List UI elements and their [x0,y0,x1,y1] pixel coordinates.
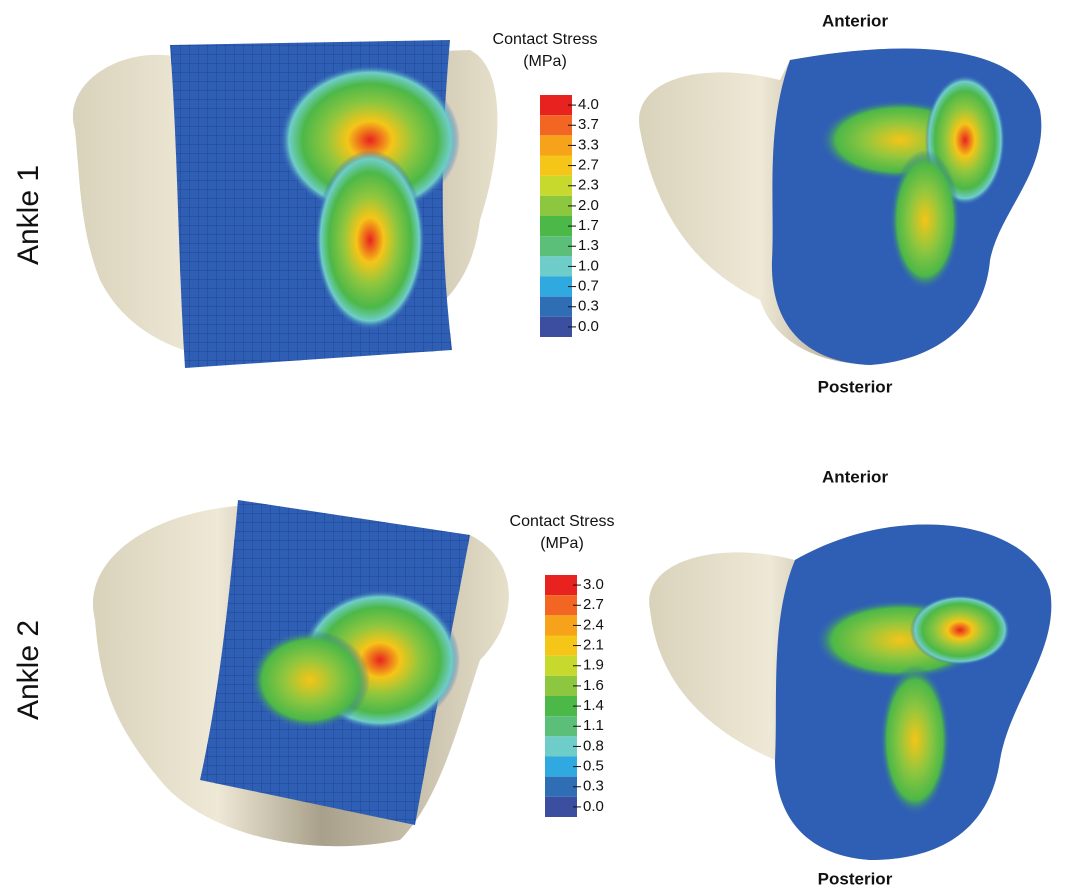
color-swatch [545,797,577,817]
legend-unit: (MPa) [540,535,584,552]
tick-label: 0.0 [578,318,599,335]
color-swatch [545,757,577,777]
tick-label: 2.4 [583,616,604,633]
color-swatch [540,297,572,317]
tick-label: 1.9 [583,657,604,674]
tick-label: 1.1 [583,717,604,734]
tick-label: 1.7 [578,217,599,234]
anterior-label: Anterior [822,467,889,486]
color-swatch [540,236,572,256]
color-swatch [540,176,572,196]
tick-label: 4.0 [578,96,599,113]
color-swatch [545,736,577,756]
color-swatch [540,135,572,155]
color-swatch [545,696,577,716]
tick-label: 2.7 [578,157,599,174]
tick-label: 0.3 [578,298,599,315]
tick-label: 0.0 [583,798,604,815]
page: {"panels": [ {"row_label": "Ankle 1", "l… [0,0,1077,890]
tick-label: 2.3 [578,177,599,194]
legend-title: Contact Stress [510,513,615,530]
tick-label: 0.3 [583,778,604,795]
tick-label: 1.6 [583,677,604,694]
posterior-label: Posterior [818,869,893,888]
legend-unit: (MPa) [523,53,567,70]
tick-label: 0.5 [583,758,604,775]
tick-label: 0.8 [583,737,604,754]
tick-label: 2.1 [583,637,604,654]
tick-label: 2.0 [578,197,599,214]
tick-label: 1.3 [578,237,599,254]
color-swatch [545,676,577,696]
stress-zone [250,630,370,730]
tick-label: 1.0 [578,257,599,274]
stress-zone [910,595,1010,665]
figure: Ankle 1 Contact Stress (MPa) 4.0 3.7 3.3 2.7 2.… [0,0,1077,890]
tick-label: 3.0 [583,576,604,593]
tick-label: 2.7 [583,596,604,613]
tick-label: 1.4 [583,697,604,714]
stress-zone [315,150,425,330]
color-swatch [540,277,572,297]
row-label: Ankle 2 [12,620,45,720]
color-swatch [540,196,572,216]
color-swatch [545,575,577,595]
stress-zone [880,665,950,815]
tick-label: 0.7 [578,278,599,295]
color-swatch [545,777,577,797]
color-swatch [540,317,572,337]
color-swatch [540,156,572,176]
color-swatch [545,716,577,736]
tick-label: 3.7 [578,116,599,133]
color-swatch [545,656,577,676]
color-swatch [540,115,572,135]
color-swatch [545,595,577,615]
color-swatch [545,636,577,656]
color-swatch [545,615,577,635]
color-swatch [540,216,572,236]
color-swatch [540,95,572,115]
tick-label: 3.3 [578,136,599,153]
anterior-label: Anterior [822,11,889,30]
stress-zone [890,150,960,290]
row-label: Ankle 1 [12,165,45,265]
posterior-label: Posterior [818,377,893,396]
legend-title: Contact Stress [493,31,598,48]
color-swatch [540,256,572,276]
